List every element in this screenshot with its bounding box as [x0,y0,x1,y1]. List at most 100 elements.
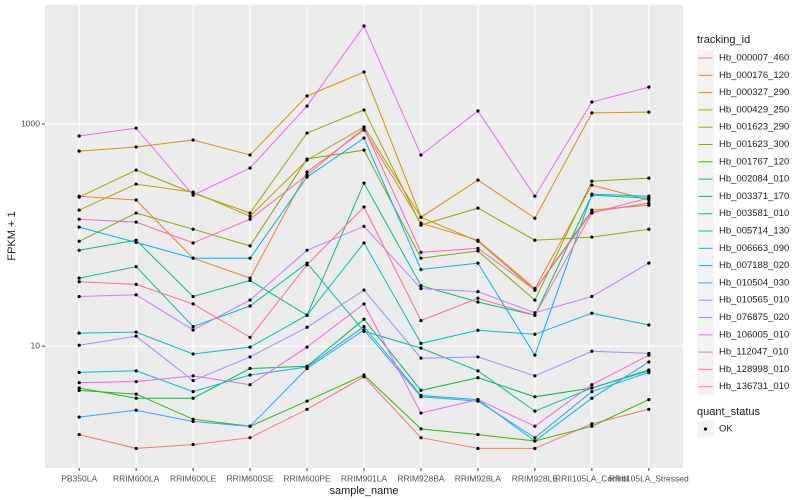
data-point [533,439,537,443]
data-point [533,446,537,451]
data-point [305,313,309,317]
data-point [191,396,195,400]
data-point [134,198,138,202]
data-point [590,383,594,387]
data-point [134,396,138,400]
legend-label: Hb_007188_020 [719,260,789,271]
data-point [419,318,423,323]
data-point [134,369,138,373]
legend-title: tracking_id [697,34,750,46]
data-point [419,346,423,350]
data-point [590,349,594,353]
data-point [476,261,480,265]
data-point [590,235,594,239]
data-point [134,145,138,149]
legend-title: quant_status [697,406,760,418]
data-point [134,211,138,215]
data-point [191,241,195,245]
x-tick-label: RRIM600LA [113,473,160,483]
data-point [647,370,651,375]
data-point [77,432,81,437]
data-point [647,176,651,180]
data-point [362,205,366,209]
data-point [134,293,138,297]
data-point [248,153,252,157]
data-point [476,246,480,250]
legend-label: Hb_000007_460 [719,53,789,64]
data-point [533,298,537,302]
data-point [476,290,480,294]
data-point [590,183,594,187]
legend-label: Hb_002084_010 [719,174,789,185]
data-point [77,370,81,375]
legend-label: Hb_003371_170 [719,191,789,202]
data-point [305,399,309,403]
data-point [647,323,651,327]
data-point [590,294,594,299]
data-point [419,250,423,254]
data-point [533,395,537,399]
data-point [362,126,366,130]
legend-label: Hb_003581_010 [719,208,789,219]
x-tick-label: RRIM928LE [512,473,559,483]
data-point [419,356,423,360]
data-point [134,408,138,412]
data-point [77,134,81,138]
data-point [476,432,480,437]
legend-label: Hb_001767_120 [719,156,789,167]
data-point [476,369,480,373]
data-point [305,131,309,135]
legend-label: Hb_010565_010 [719,295,789,306]
data-point [590,424,594,428]
data-point [191,302,195,306]
data-point [248,256,252,260]
data-point [362,288,366,292]
data-point [191,294,195,299]
data-point [305,94,309,98]
data-point [134,446,138,451]
data-point [419,286,423,291]
x-tick-label: RRIM600SE [226,473,274,483]
data-point [248,335,252,339]
legend-point [703,427,708,431]
data-point [248,217,252,221]
data-point [419,341,423,345]
data-point [362,181,366,185]
data-point [77,248,81,252]
data-point [419,411,423,415]
data-point [77,343,81,347]
data-point [590,111,594,115]
y-tick-label: 10 [31,340,41,350]
legend-label: Hb_128998_010 [719,364,789,375]
legend-label: Hb_006663_090 [719,243,789,254]
data-point [590,396,594,400]
data-point [77,225,81,229]
data-point [77,415,81,419]
data-point [533,374,537,378]
data-point [191,256,195,260]
legend-label: Hb_001623_290 [719,122,789,133]
data-point [134,392,138,396]
x-tick-label: RRIM600PE [283,473,331,483]
y-axis-title: FPKM + 1 [6,211,18,260]
data-point [419,256,423,260]
data-point [476,178,480,182]
data-point [77,217,81,221]
data-point [647,398,651,402]
data-point [248,424,252,428]
x-tick-label: RRIM928BA [397,473,445,483]
data-point [590,422,594,426]
data-point [191,374,195,378]
data-point [647,201,651,205]
legend-label: Hb_106005_010 [719,329,789,340]
data-point [533,311,537,315]
data-point [191,227,195,231]
data-point [77,294,81,299]
data-point [305,170,309,174]
data-point [647,110,651,114]
data-point [533,194,537,198]
data-point [590,211,594,215]
data-point [533,288,537,292]
data-point [533,216,537,220]
data-point [476,446,480,451]
